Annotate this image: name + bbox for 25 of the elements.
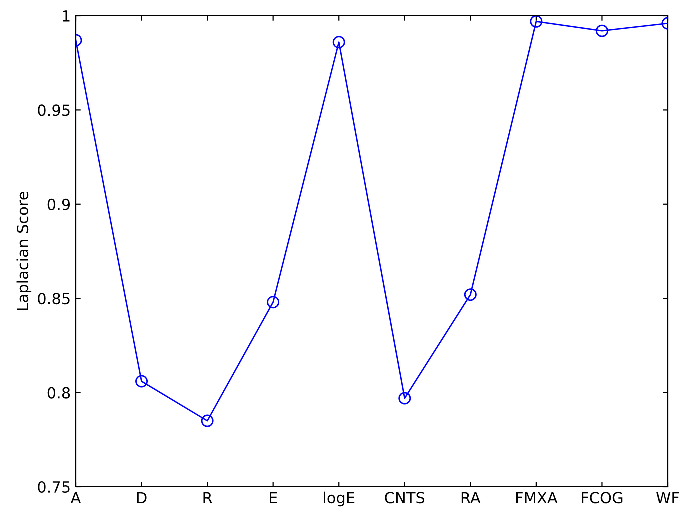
point [332,36,346,49]
x-tick-label: RA [462,492,481,504]
x-tick-label: A [70,492,82,504]
point [530,16,543,28]
y-tick-label: 0.85 [38,293,70,305]
point [267,296,280,309]
x-tick-label: logE [324,492,355,507]
point [464,288,477,302]
y-axis-title: Laplacian Score [16,192,32,310]
y-tick-label: 0.8 [48,387,70,399]
x-tick-label: CNTS [385,492,425,504]
y-tick-label: 0.9 [48,198,70,210]
point [136,375,148,388]
x-tick-label: E [270,492,278,504]
x-tick-label: D [137,492,147,504]
point [596,24,608,38]
y-tick-label: 0.75 [38,481,70,494]
x-tick-label: FCOG [582,492,623,504]
point [398,392,412,405]
y-tick-label: 0.95 [38,104,70,116]
point [201,414,214,428]
x-tick-label: R [204,492,212,504]
x-tick-label: WF [656,492,680,504]
x-tick-label: FMXA [516,492,558,504]
y-tick-label: 1 [63,10,70,22]
